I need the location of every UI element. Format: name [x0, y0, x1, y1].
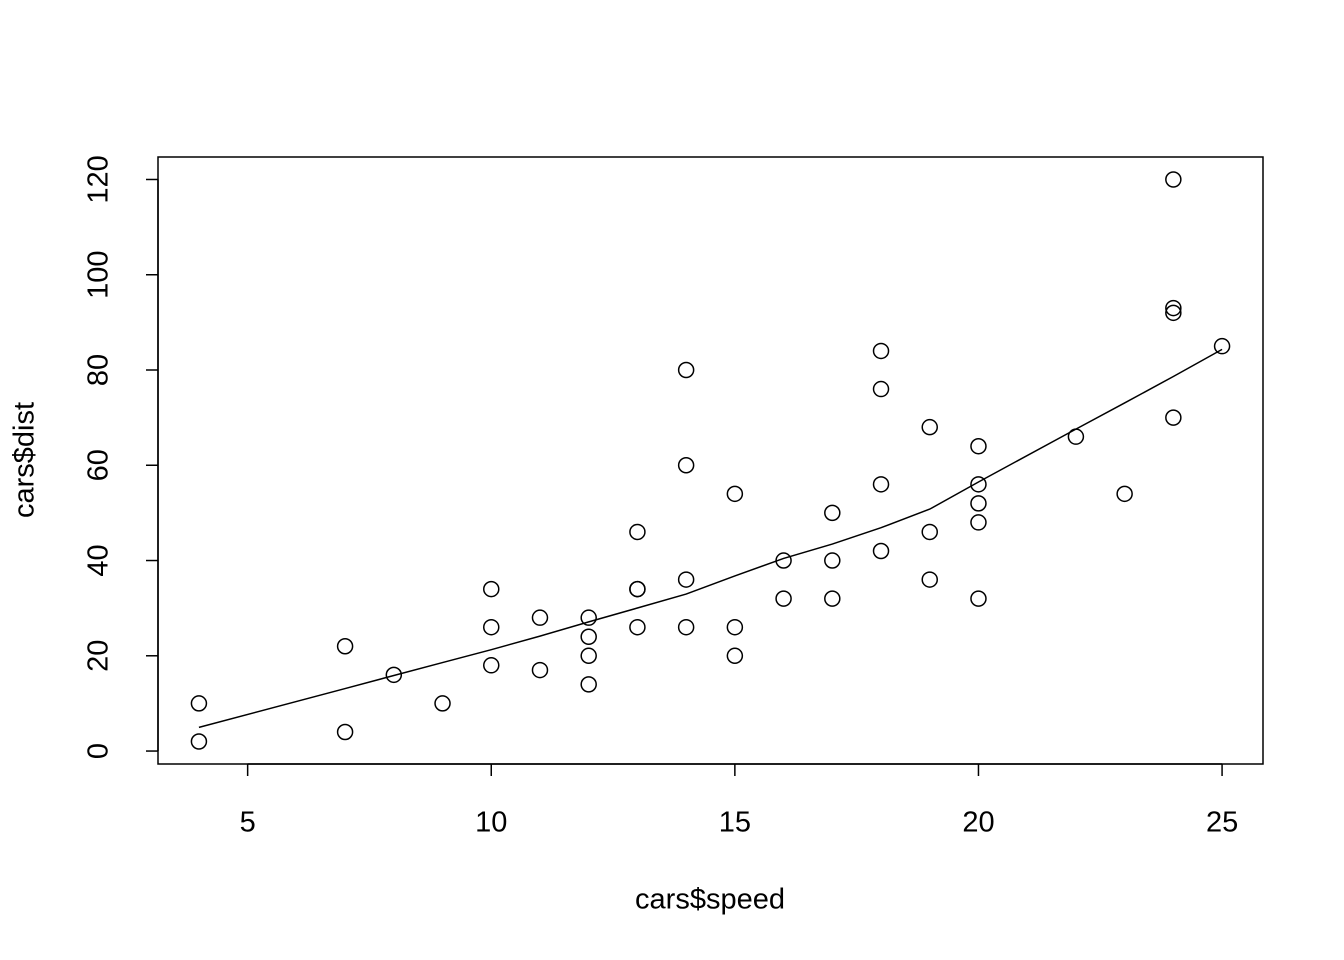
point: [824, 590, 841, 607]
y-tick-label: 80: [83, 354, 115, 386]
point: [726, 485, 744, 503]
point: [677, 618, 695, 636]
point: [677, 571, 695, 588]
point: [1213, 337, 1231, 355]
point: [824, 552, 841, 569]
x-tick-label: 5: [240, 807, 256, 839]
point: [824, 504, 841, 522]
point: [434, 695, 451, 712]
y-tick-label: 40: [83, 544, 115, 576]
point: [921, 571, 938, 588]
point: [1165, 299, 1182, 317]
x-tick-label: 10: [475, 807, 507, 839]
point: [921, 418, 938, 436]
point: [970, 514, 987, 531]
point: [483, 618, 500, 636]
point: [677, 457, 695, 474]
point: [970, 495, 987, 512]
point: [872, 380, 890, 398]
point: [190, 695, 208, 712]
point: [483, 657, 500, 674]
y-tick-label: 0: [83, 743, 115, 759]
plot-frame: [157, 156, 1264, 765]
point: [775, 590, 792, 607]
point: [1165, 304, 1182, 322]
point: [970, 590, 987, 607]
point: [580, 676, 597, 693]
point: [872, 542, 890, 560]
point: [580, 609, 597, 626]
y-tick-label: 20: [83, 640, 115, 672]
y-tick-label: 100: [83, 251, 115, 299]
point: [336, 723, 354, 741]
point: [385, 666, 403, 684]
point: [190, 733, 208, 750]
y-axis-label: cars$dist: [9, 402, 41, 518]
point: [629, 523, 646, 541]
point: [677, 361, 695, 379]
point: [726, 647, 744, 665]
point: [1116, 485, 1133, 503]
x-axis-label: cars$speed: [635, 884, 785, 916]
point: [629, 618, 646, 636]
point: [921, 523, 938, 541]
point: [1165, 171, 1182, 188]
point: [629, 580, 646, 598]
x-tick-label: 15: [719, 807, 751, 839]
point: [1165, 409, 1182, 426]
y-tick-label: 60: [83, 449, 115, 481]
point: [580, 647, 597, 665]
point: [531, 661, 549, 679]
point: [336, 638, 354, 655]
point: [531, 609, 549, 626]
point: [872, 342, 890, 360]
point: [970, 437, 987, 455]
point: [580, 628, 597, 645]
y-tick-label: 120: [83, 155, 115, 203]
x-tick-label: 20: [962, 807, 994, 839]
point: [970, 476, 987, 493]
x-tick-label: 25: [1206, 807, 1238, 839]
trend-line: [198, 348, 1223, 729]
point: [483, 580, 500, 598]
point: [872, 476, 890, 493]
point: [726, 618, 744, 636]
